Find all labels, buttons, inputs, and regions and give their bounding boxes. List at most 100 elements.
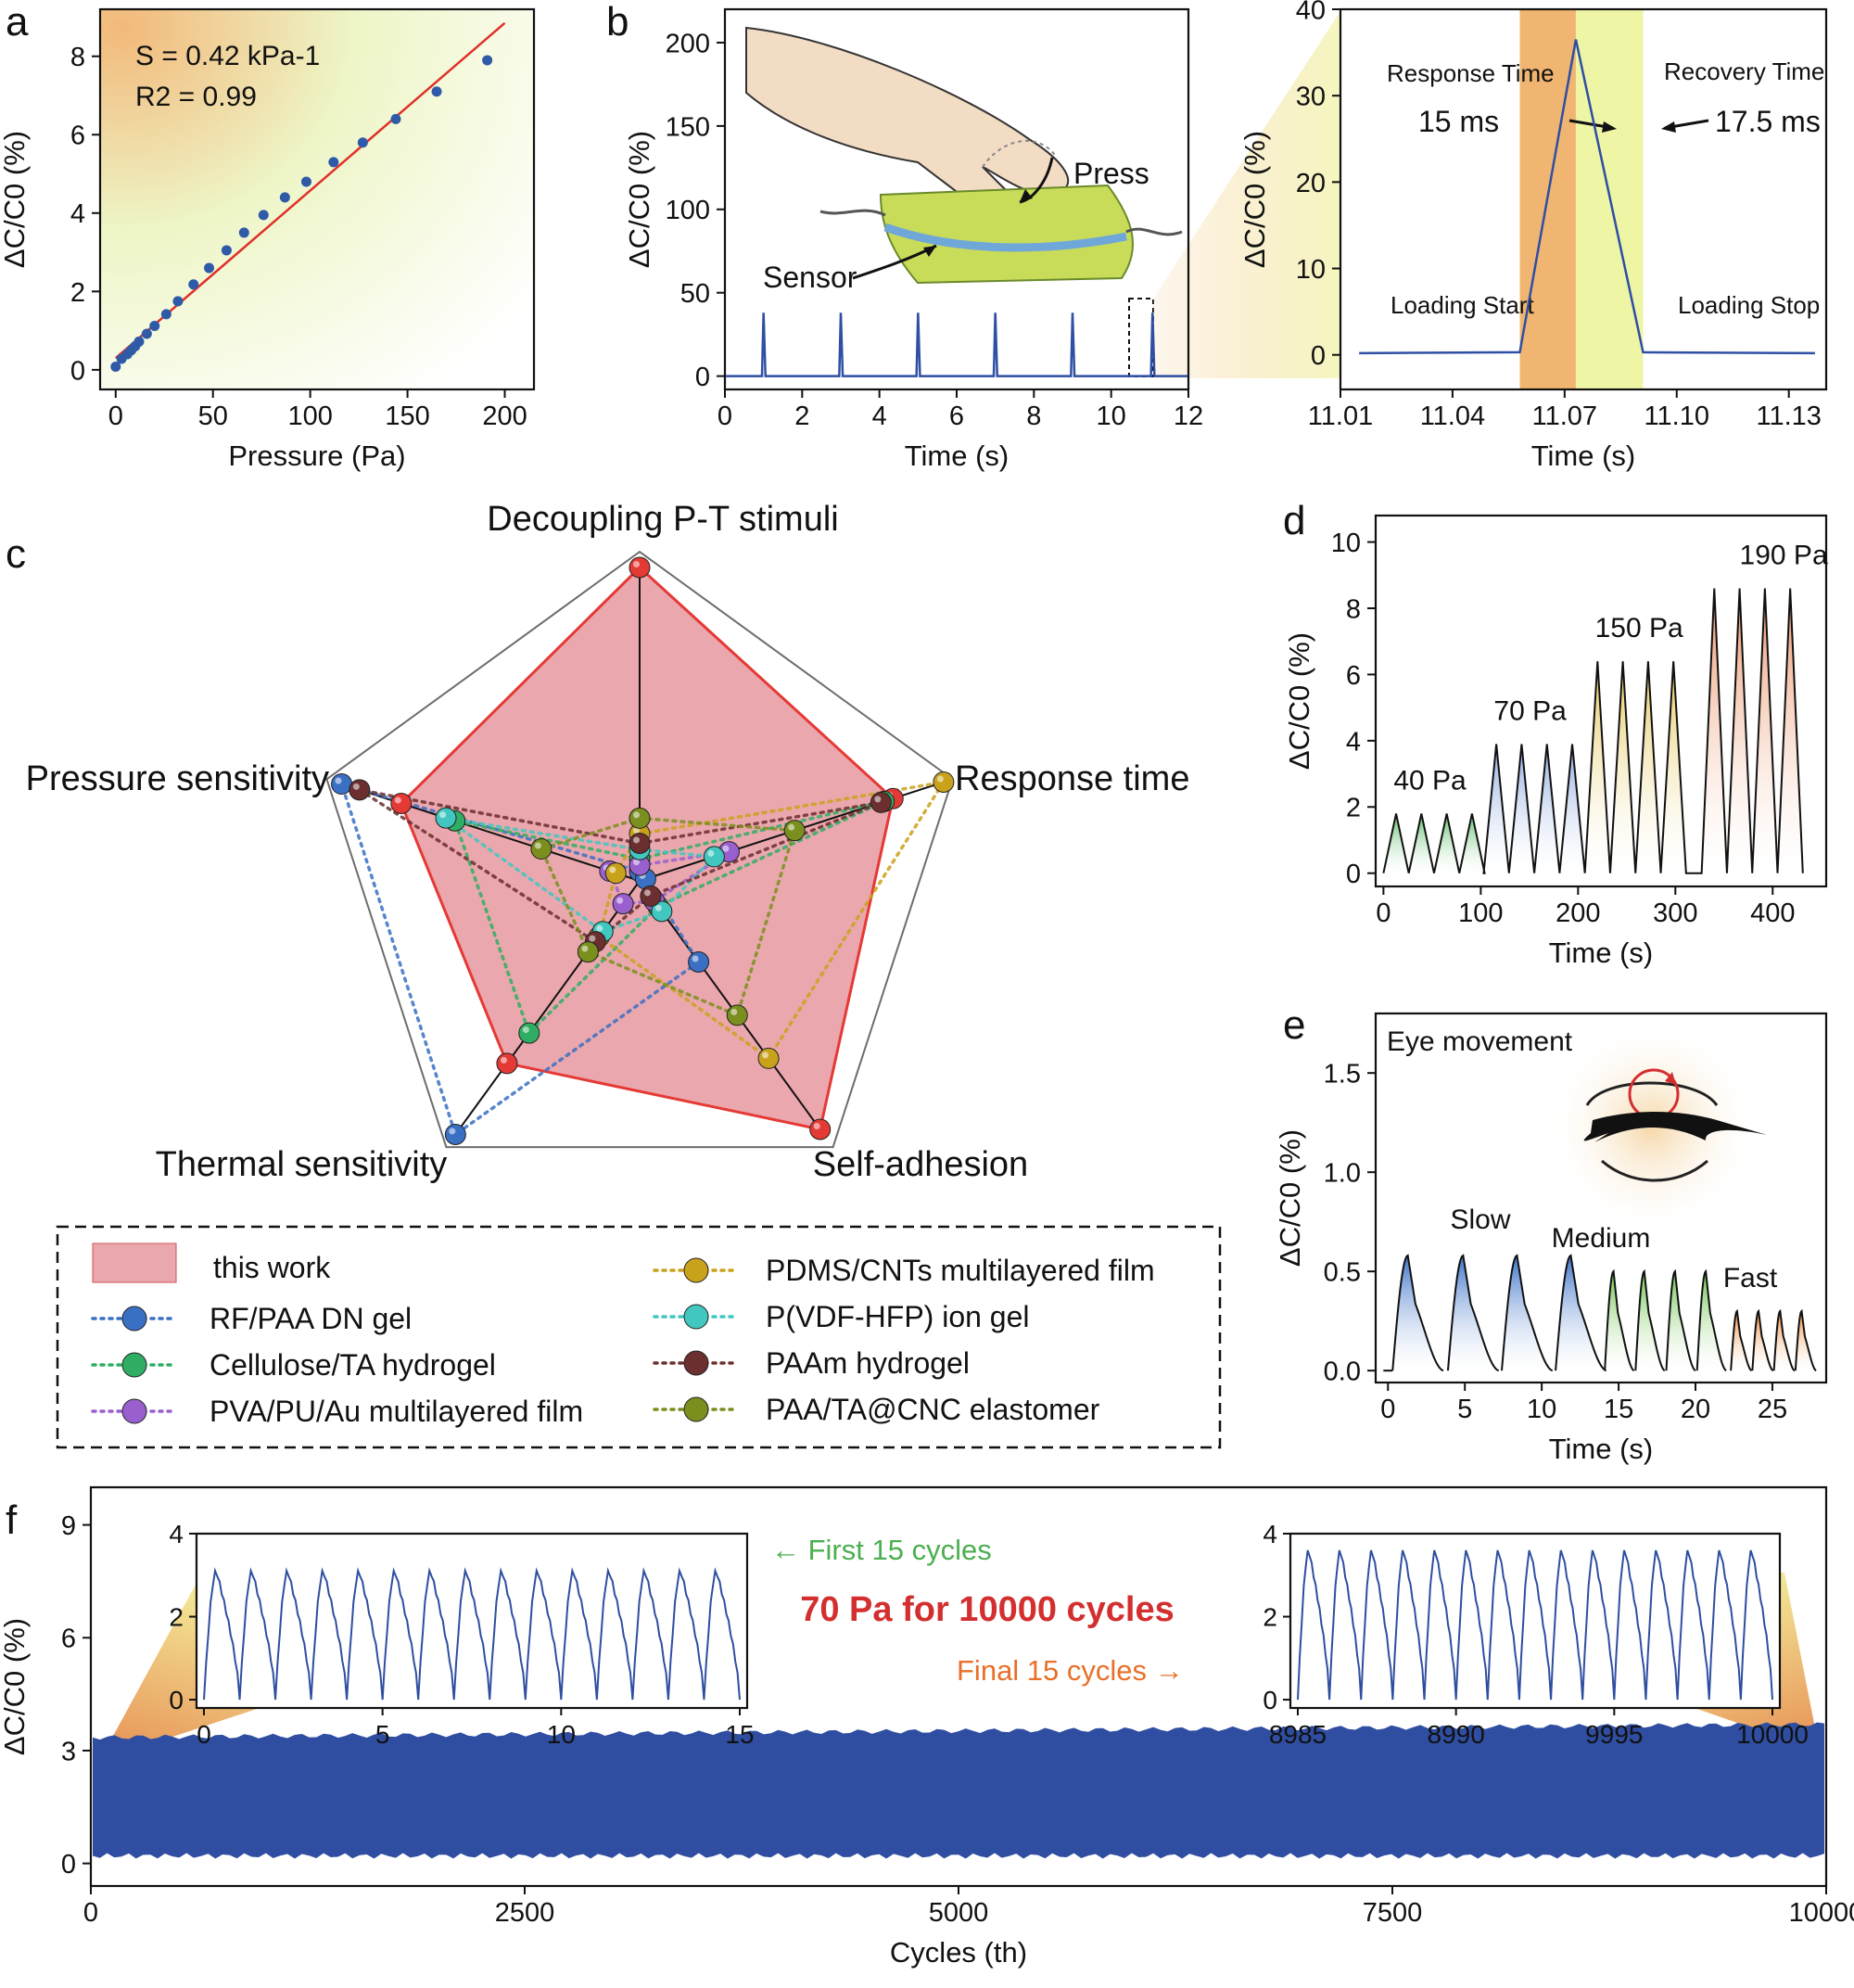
- radar-marker-highlight: [707, 849, 715, 857]
- inset-frame: [1289, 1532, 1782, 1710]
- legend-label: PAAm hydrogel: [766, 1346, 970, 1380]
- panel-f-y-axis-label: ΔC/C0 (%): [0, 1618, 31, 1755]
- radar-marker: [435, 807, 457, 829]
- radar-marker-highlight: [722, 845, 730, 852]
- speed-label: Fast: [1723, 1263, 1778, 1293]
- panel-d-axes-frame: [1374, 514, 1828, 888]
- radar-marker: [870, 791, 892, 813]
- panel-d-ytick-label: 8: [1346, 594, 1361, 624]
- inset-xtick-label: 8985: [1269, 1720, 1327, 1749]
- first-cycles-label: ← First 15 cycles: [771, 1534, 992, 1566]
- radar-marker-highlight: [936, 775, 944, 783]
- panel-b-xtick-label: 6: [949, 401, 964, 431]
- panel-e-xtick-label: 25: [1758, 1395, 1787, 1424]
- data-point: [258, 210, 269, 221]
- eye-cycle-line: [1634, 1268, 1666, 1372]
- panel-b-zoom-axes-frame: [1339, 7, 1828, 391]
- radar-marker-highlight: [616, 897, 624, 904]
- sensitivity-annotation: S = 0.42 kPa-1: [135, 41, 320, 71]
- data-point: [110, 361, 121, 372]
- eye-cycle-line: [1501, 1254, 1554, 1372]
- loading-start-label: Loading Start: [1390, 291, 1534, 319]
- panel-e-xtick-label: 0: [1380, 1395, 1395, 1424]
- panel-f-xtick-label: 10000: [1789, 1898, 1854, 1928]
- panel-a-ytick-label: 2: [70, 278, 85, 308]
- legend-marker: [683, 1257, 709, 1283]
- panel-d-ytick-label: 6: [1346, 661, 1361, 691]
- radar-marker-highlight: [500, 1056, 507, 1064]
- inset-ytick-label: 0: [1263, 1686, 1277, 1714]
- radar-marker-highlight: [352, 783, 360, 790]
- radar-axis-label: Thermal sensitivity: [156, 1145, 448, 1184]
- panel-a-y-axis-label: ΔC/C0 (%): [0, 131, 31, 268]
- panel-e-ytick-label: 0.0: [1324, 1357, 1361, 1387]
- panel-d-ytick-label: 2: [1346, 794, 1361, 823]
- radar-marker-highlight: [633, 836, 640, 844]
- inset-background: [1290, 1534, 1780, 1708]
- panel-letter-b: b: [606, 0, 629, 45]
- radar-marker: [703, 846, 725, 868]
- panel-letter-a: a: [6, 0, 29, 45]
- inset-ytick-label: 2: [1263, 1603, 1277, 1632]
- panel-b-xtick-label: 8: [1026, 401, 1041, 431]
- radar-marker: [577, 941, 599, 963]
- panel-b-xtick-label: 4: [872, 401, 887, 431]
- legend-label: Cellulose/TA hydrogel: [210, 1348, 496, 1382]
- data-point: [357, 137, 368, 148]
- radar-axis-label: Self-adhesion: [813, 1145, 1028, 1184]
- panel-f-xtick-label: 5000: [929, 1898, 989, 1928]
- panel-letter-d: d: [1283, 498, 1305, 543]
- panel-b-zoom-ytick-label: 30: [1296, 83, 1326, 112]
- speed-label: Slow: [1450, 1204, 1510, 1235]
- panel-f-xtick-label: 7500: [1363, 1898, 1423, 1928]
- radar-marker-highlight: [633, 859, 640, 866]
- panel-e-eye-movement-plot: Slow Medium Fast 0 5 10 15 20 25 0.0 0.5 1.0 1.5 Time…: [1274, 1012, 1828, 1465]
- data-point: [188, 279, 199, 290]
- radar-series-outline: [452, 799, 885, 1037]
- panel-b-zoom-ytick-label: 0: [1311, 341, 1326, 371]
- panel-a-x-axis-label: Pressure (Pa): [228, 440, 405, 472]
- legend-swatch-this-work: [92, 1242, 177, 1283]
- panel-d-xtick-label: 0: [1376, 898, 1390, 928]
- radar-marker-highlight: [692, 955, 699, 962]
- radar-marker: [809, 1118, 832, 1141]
- panel-a-xtick-label: 100: [287, 401, 332, 431]
- response-time-value: 15 ms: [1418, 105, 1499, 138]
- legend-marker: [683, 1396, 709, 1422]
- panel-b-zoom-xtick-label: 11.07: [1532, 401, 1597, 431]
- panel-d-xtick-label: 400: [1750, 898, 1795, 928]
- recovery-time-title: Recovery Time: [1664, 57, 1824, 85]
- radar-marker-highlight: [633, 827, 640, 835]
- radar-marker: [444, 1123, 466, 1145]
- panel-d-ytick-label: 4: [1346, 727, 1361, 757]
- inset-xtick-label: 15: [725, 1720, 754, 1749]
- panel-c-radar-chart: Decoupling P-T stimuli Response time Self-…: [26, 500, 1190, 1184]
- legend-marker: [683, 1304, 709, 1330]
- panel-e-ytick-label: 1.0: [1324, 1159, 1361, 1189]
- panel-a-xtick-label: 0: [108, 401, 123, 431]
- data-point: [172, 296, 184, 307]
- inset-signal-line: [1297, 1549, 1773, 1701]
- panel-d-y-axis-label: ΔC/C0 (%): [1283, 632, 1315, 770]
- panel-d-x-axis-label: Time (s): [1549, 937, 1654, 969]
- panel-b-zoom-ytick-label: 40: [1296, 0, 1326, 25]
- response-time-title: Response Time: [1387, 59, 1555, 87]
- radar-marker: [612, 893, 634, 915]
- panel-b-xtick-label: 2: [794, 401, 809, 431]
- panel-letter-f: f: [6, 1497, 18, 1543]
- data-point: [238, 227, 249, 238]
- inset-ytick-label: 4: [169, 1520, 184, 1548]
- radar-marker: [629, 556, 651, 579]
- panel-f-cycling-plot: 0250050007500100000369Cycles (th)ΔC/C0 (…: [0, 1485, 1854, 1969]
- data-point: [482, 55, 493, 66]
- panel-a-axes-frame: [98, 7, 536, 391]
- panel-e-xtick-label: 10: [1527, 1395, 1556, 1424]
- radar-marker: [640, 885, 662, 907]
- legend-label: PDMS/CNTs multilayered film: [766, 1254, 1155, 1287]
- panel-b-x-axis-label: Time (s): [905, 440, 1010, 472]
- radar-marker-highlight: [522, 1026, 529, 1034]
- radar-marker-highlight: [788, 823, 795, 831]
- panel-f-x-axis-label: Cycles (th): [890, 1936, 1027, 1969]
- radar-marker-highlight: [633, 561, 640, 567]
- data-point: [431, 86, 442, 97]
